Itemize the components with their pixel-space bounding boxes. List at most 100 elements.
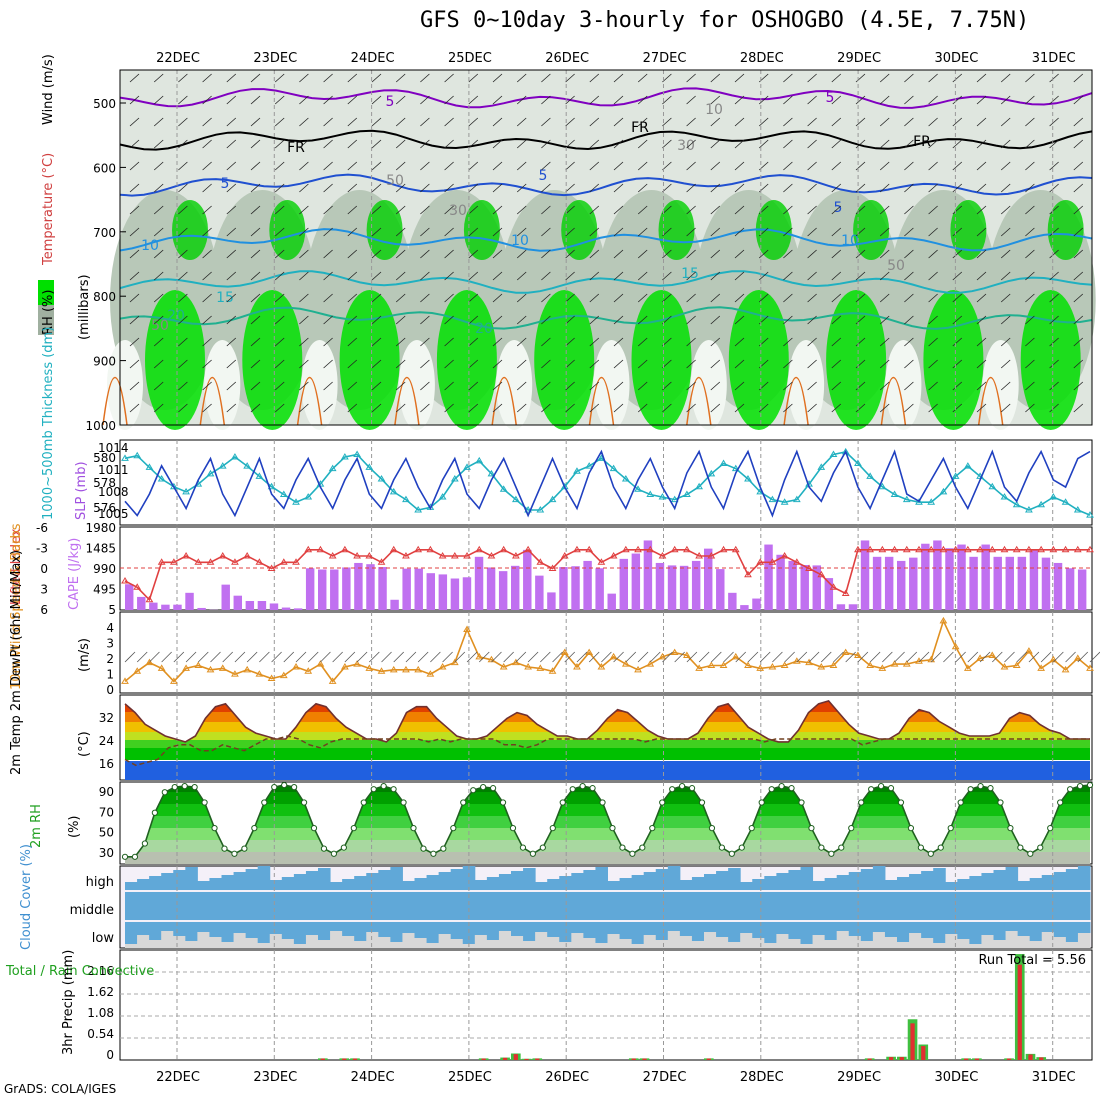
upper-wind-barb xyxy=(855,117,866,127)
upper-wind-barb xyxy=(226,227,237,237)
cloud-high-bar xyxy=(221,875,235,890)
cape-bar xyxy=(511,565,520,610)
upper-wind-barb xyxy=(347,359,358,369)
upper-wind-barb xyxy=(855,139,866,149)
upper-wind-barb xyxy=(347,95,358,105)
lifted-index-line-point xyxy=(621,545,630,553)
upper-wind-barb xyxy=(153,381,164,391)
cloud-high-bar xyxy=(330,882,343,890)
upper-wind-barb xyxy=(492,161,503,171)
wind-speed-line-point xyxy=(426,670,435,677)
upper-wind-barb xyxy=(129,315,140,325)
lifted-index-line-point xyxy=(768,558,777,565)
dewpoint-line xyxy=(124,735,1090,767)
upper-wind-barb xyxy=(299,337,309,347)
upper-wind-barb xyxy=(686,293,696,303)
cloud-low-bar xyxy=(1029,922,1043,941)
cloud-middle-bar xyxy=(704,892,717,920)
thickness-line-point xyxy=(1025,505,1033,513)
date-label-bottom: 26DEC xyxy=(545,1070,589,1085)
thickness-line-point xyxy=(951,472,960,479)
upper-wind-barb xyxy=(1000,117,1011,127)
wind-speed-line-point xyxy=(365,664,374,671)
rh-line-point xyxy=(808,825,815,832)
cloud-middle-bar xyxy=(161,892,174,920)
lifted-index-line-point xyxy=(878,545,887,553)
rh-line-point xyxy=(877,783,885,790)
upper-wind-barb xyxy=(637,95,648,105)
lifted-index-line-point xyxy=(1086,545,1094,553)
upper-wind-barb xyxy=(347,183,358,193)
lifted-index-line-point xyxy=(255,558,264,565)
lifted-index-line-point xyxy=(609,552,618,559)
upper-wind-barb xyxy=(371,403,382,413)
rh-line-point xyxy=(470,787,477,794)
thickness-line-point xyxy=(915,498,923,505)
upper-wind-barb xyxy=(1049,161,1059,171)
cloud-low-bar xyxy=(957,922,970,939)
upper-wind-barb xyxy=(129,95,140,105)
cloud-low-gap xyxy=(233,933,247,948)
upper-wind-barb xyxy=(541,205,551,215)
cloud-middle-bar xyxy=(571,892,584,920)
upper-wind-barb xyxy=(1000,403,1011,413)
upper-wind-barb xyxy=(928,337,938,347)
upper-wind-barb xyxy=(250,95,261,105)
upper-wind-barb xyxy=(420,293,430,303)
cape-bar xyxy=(981,544,990,610)
cloud-high-bar xyxy=(909,874,922,890)
upper-wind-barb xyxy=(879,403,890,413)
thickness-line-point xyxy=(365,463,374,470)
cloud-low-gap xyxy=(149,940,162,948)
upper-wind-barb xyxy=(516,73,527,83)
temp-contour-bump xyxy=(491,376,517,426)
upper-wind-barb xyxy=(734,73,745,83)
upper-wind-barb xyxy=(274,161,285,171)
upper-wind-barb xyxy=(807,95,817,105)
thickness-line-point xyxy=(450,475,459,482)
upper-wind-barb xyxy=(1000,95,1011,105)
wind-barb xyxy=(857,651,869,663)
upper-wind-barb xyxy=(904,205,914,215)
wind-ytick: 2 xyxy=(106,652,114,666)
cape-bar xyxy=(330,569,339,610)
cloud-low-bar xyxy=(921,922,934,938)
wind-speed-line-point xyxy=(951,642,960,650)
cloud-middle-bar xyxy=(486,892,500,920)
rh-line-point xyxy=(450,825,457,832)
thickness-line-point xyxy=(292,498,300,505)
upper-wind-barb xyxy=(444,205,454,215)
lifted-index-line-point xyxy=(902,545,911,553)
rh-dry-blob xyxy=(204,340,241,430)
precip-conv-bar xyxy=(974,1058,980,1060)
upper-wind-barb xyxy=(976,293,987,303)
rh-line-point xyxy=(649,825,656,832)
thickness-line-point xyxy=(255,472,264,479)
upper-wind-barb xyxy=(758,139,769,149)
upper-ytick: 700 xyxy=(93,226,116,240)
upper-wind-barb xyxy=(952,337,963,347)
cape-bar xyxy=(125,584,134,610)
precip-conv-bar xyxy=(921,1046,926,1060)
rh-green-blob xyxy=(631,290,692,430)
upper-wind-barb xyxy=(274,205,285,215)
upper-wind-barb xyxy=(831,403,842,413)
lifted-index-line-point xyxy=(536,558,545,565)
date-label-bottom: 22DEC xyxy=(156,1070,200,1085)
upper-wind-barb xyxy=(299,227,309,237)
cloud-low-bar xyxy=(281,922,295,939)
wind-speed-line-point xyxy=(463,625,471,633)
rh-line-point xyxy=(659,799,666,806)
cape-bar xyxy=(945,548,954,610)
upper-wind-barb xyxy=(565,359,575,369)
upper-wind-barb xyxy=(1025,161,1035,171)
upper-wind-barb xyxy=(807,249,817,259)
cloud-low-bar xyxy=(233,922,247,933)
wind-barb xyxy=(759,651,771,663)
upper-wind-barb xyxy=(613,359,624,369)
upper-wind-barb xyxy=(202,73,212,83)
cloud-middle-bar xyxy=(884,892,898,920)
rh-green-blob xyxy=(728,290,789,430)
cloud-low-bar xyxy=(486,922,500,940)
cloud-high-bar xyxy=(269,880,283,890)
